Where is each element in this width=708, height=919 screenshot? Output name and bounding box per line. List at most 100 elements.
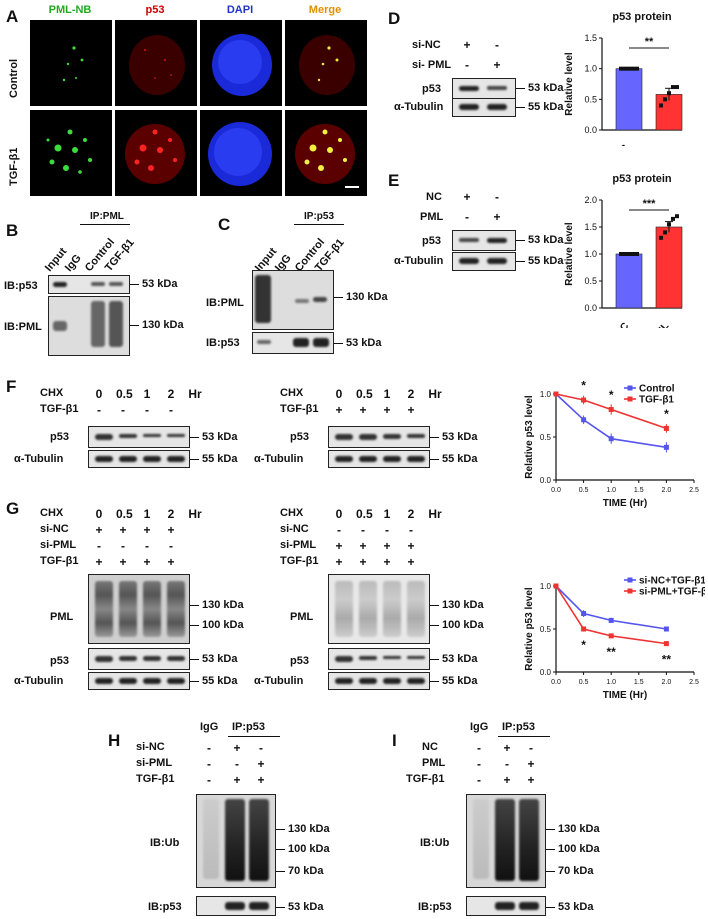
f-ylabel: Relative p53 level	[524, 395, 535, 479]
g-left-blot-p53-band-0	[95, 656, 113, 662]
g-left-cond-0-4: Hr	[188, 507, 202, 521]
h-row-label-0: si-NC	[136, 741, 165, 753]
g-right-cond-label-1: si-NC	[280, 523, 309, 535]
f-left-cond-0-3: 2	[167, 387, 175, 401]
h-blot1-label: IB:Ub	[150, 837, 180, 849]
chart-g-line: 0.0 0.5 1.0 0.0 0.5 1.0 1.5 2.0 2.5 TIME (Hr) Rela…	[524, 576, 705, 701]
e-pt-1-3	[671, 216, 675, 221]
e-pt-0-1	[623, 252, 627, 256]
b-ip-label: IP:PML	[90, 211, 124, 222]
micrograph-tgf-merge	[285, 110, 367, 196]
g-left-cond-1-3: +	[167, 523, 175, 537]
i-mark-2-2: +	[527, 773, 535, 787]
g-left-cond-label-1: si-NC	[40, 523, 69, 535]
f-right-cond-0-2: 1	[383, 387, 391, 401]
g-right-cond-1-2: -	[385, 523, 389, 537]
g-star-0: *	[581, 638, 586, 652]
d-cat-0: si-NC	[606, 143, 631, 146]
f-right-blot-p53-band-2	[383, 434, 401, 439]
f-right-blot-p53	[328, 426, 430, 448]
f-right-cond-0-0: 0	[335, 387, 343, 401]
g-right-pml-lane-3	[407, 581, 425, 637]
g-xtick-label-5: 2.5	[689, 679, 699, 686]
g-left-cond-2-2: -	[145, 539, 149, 553]
g-left-cond-2-0: -	[97, 539, 101, 553]
d-blot1-label: p53	[422, 83, 441, 95]
i-kda-130: 130 kDa	[546, 824, 600, 835]
f-right-blot-tubulin-band-0	[335, 456, 353, 462]
micrograph-tgf-dapi	[200, 110, 282, 196]
f-ytick-label-1: 0.5	[540, 433, 552, 442]
f-right-blot-p53-band-3	[407, 434, 425, 438]
c-ip-bar	[294, 224, 344, 225]
g-right-blot-tubulin-band-2	[383, 678, 401, 684]
g-right-blot-pml	[328, 574, 430, 644]
f-right-kda-53: 53 kDa	[430, 432, 477, 443]
f-left-blot-tubulin	[88, 450, 190, 468]
g-left-blot-p53	[88, 648, 190, 670]
d-blot-tubulin	[452, 98, 516, 117]
f-left-cond-0-2: 1	[143, 387, 151, 401]
g-left-cond-0-2: 1	[143, 507, 151, 521]
i-mark-0-2: -	[529, 741, 533, 755]
b-blot2-label: IB:PML	[4, 321, 42, 333]
f-xtick-label-3: 1.5	[634, 487, 644, 494]
e-kda-53: 53 kDa	[516, 235, 563, 246]
f-left-blot-tubulin-band-1	[119, 456, 137, 462]
f-left-kda-55: 55 kDa	[190, 454, 237, 465]
c-blot-pml	[252, 270, 334, 330]
g-left-kda-53: 53 kDa	[190, 654, 237, 665]
micrograph-control-merge	[285, 20, 367, 106]
e-pt-0-4	[635, 252, 639, 256]
g-legend-label-0: si-NC+TGF-β1	[639, 576, 705, 587]
d-ytick-label-2: 1.0	[584, 64, 597, 74]
d-bar-0	[615, 68, 643, 131]
d-pt-1-4	[675, 85, 679, 90]
g-left-cond-3-1: +	[119, 555, 127, 569]
g-left-blot-group: CHX 0 0.5 1 2 Hr si-NC + + + + si-PML - - - - TGF-β1 + + + +…	[14, 507, 270, 708]
e-cat-0: NC	[614, 321, 632, 328]
g-left-blot-p53-band-3	[167, 656, 185, 661]
d-ytick-label-3: 1.5	[584, 33, 597, 43]
col-title-merge: Merge	[308, 4, 342, 16]
e-pt-1-4	[675, 214, 679, 219]
d-cat-1: si-PML	[642, 143, 671, 146]
g-left-blot-tubulin	[88, 672, 190, 690]
h-p53-band-1	[225, 902, 245, 910]
f-right-cond-label-1: TGF-β1	[280, 403, 319, 415]
g-right-cond-3-1: +	[359, 555, 367, 569]
e-ytick-label-2: 1.0	[584, 249, 597, 259]
g-left-blot-pml	[88, 574, 190, 644]
g-left-kda-55: 55 kDa	[190, 676, 237, 687]
h-mark-2-0: -	[207, 773, 211, 787]
d-pt-1-1	[663, 97, 667, 102]
e-bar-1	[655, 226, 683, 309]
b-blot-pml	[48, 296, 130, 356]
c-blot2-label: IB:p53	[206, 337, 240, 349]
e-blot1-label: p53	[422, 235, 441, 247]
f-left-kda-53: 53 kDa	[190, 432, 237, 443]
g-right-blot1-label: PML	[290, 611, 314, 623]
h-ub-lane-2	[249, 799, 269, 881]
f-star-1: *	[609, 388, 614, 402]
f-ytick-label-2: 1.0	[540, 390, 552, 399]
row-label-control: Control	[8, 58, 20, 98]
g-right-blot2-label: p53	[290, 655, 309, 667]
g-left-kda-130: 130 kDa	[190, 600, 244, 611]
f-left-cond-0-4: Hr	[188, 387, 202, 401]
f-left-blot-p53-band-2	[143, 434, 161, 437]
panel-c-label: C	[218, 215, 231, 234]
f-right-blot1-label: p53	[290, 431, 309, 443]
f-right-cond-0-4: Hr	[428, 387, 442, 401]
g-xtick-label-1: 0.5	[579, 679, 589, 686]
g-ytick-label-0: 0.0	[540, 668, 552, 677]
b-kda-53: 53 kDa	[130, 279, 177, 290]
f-left-blot-p53-band-3	[167, 434, 185, 437]
panel-e-label: E	[388, 171, 400, 190]
d-row2-mark2: +	[493, 58, 501, 72]
e-row2-label: PML	[420, 211, 444, 223]
g-left-cond-3-2: +	[143, 555, 151, 569]
g-right-cond-label-0: CHX	[280, 507, 304, 519]
e-pt-0-3	[631, 252, 635, 256]
h-kda-70: 70 kDa	[276, 866, 323, 877]
